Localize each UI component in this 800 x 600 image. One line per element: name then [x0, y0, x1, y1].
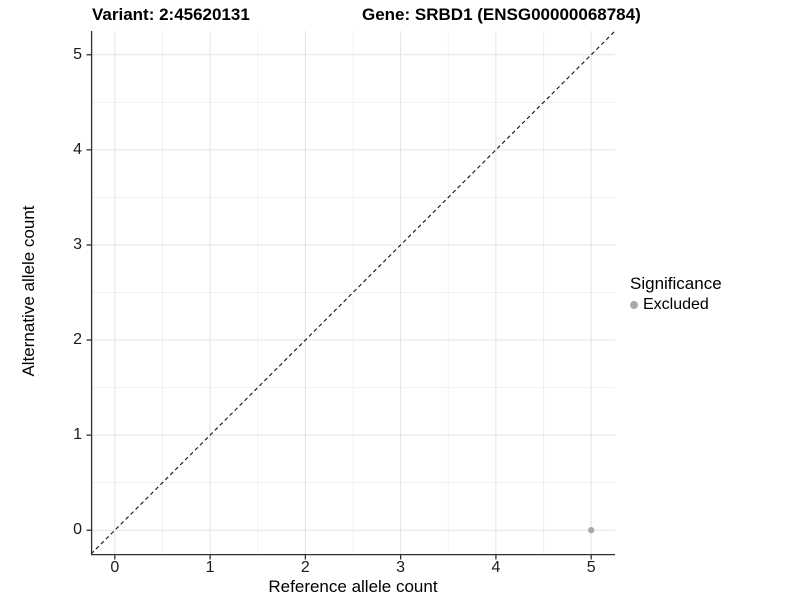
- y-tick-label: 3: [73, 235, 82, 253]
- y-tick-label: 4: [73, 140, 82, 158]
- x-tick-label: 3: [396, 559, 406, 576]
- y-tick-label: 2: [73, 331, 82, 349]
- legend-item-excluded: Excluded: [630, 296, 722, 314]
- gene-title: Gene: SRBD1 (ENSG00000068784): [362, 5, 641, 24]
- x-tick-label: 0: [110, 559, 120, 576]
- plot-panel: [86, 31, 616, 560]
- y-tick-label: 0: [73, 521, 82, 539]
- legend-title: Significance: [630, 274, 722, 293]
- x-tick-label: 5: [586, 559, 596, 576]
- x-axis-title: Reference allele count: [268, 577, 438, 596]
- x-tick-label: 2: [300, 559, 310, 576]
- data-point: [587, 527, 595, 534]
- legend-item-label: Excluded: [643, 296, 709, 313]
- x-tick-label: 4: [491, 559, 501, 576]
- variant-title: Variant: 2:45620131: [92, 5, 250, 24]
- legend: Significance Excluded: [630, 274, 722, 314]
- identity-dashed-line: [90, 31, 616, 555]
- y-tick-label: 5: [73, 45, 82, 63]
- x-tick-label: 1: [205, 559, 215, 576]
- excluded-point-icon: [630, 301, 638, 309]
- y-tick-label: 1: [73, 426, 82, 444]
- y-axis-title: Alternative allele count: [19, 205, 38, 377]
